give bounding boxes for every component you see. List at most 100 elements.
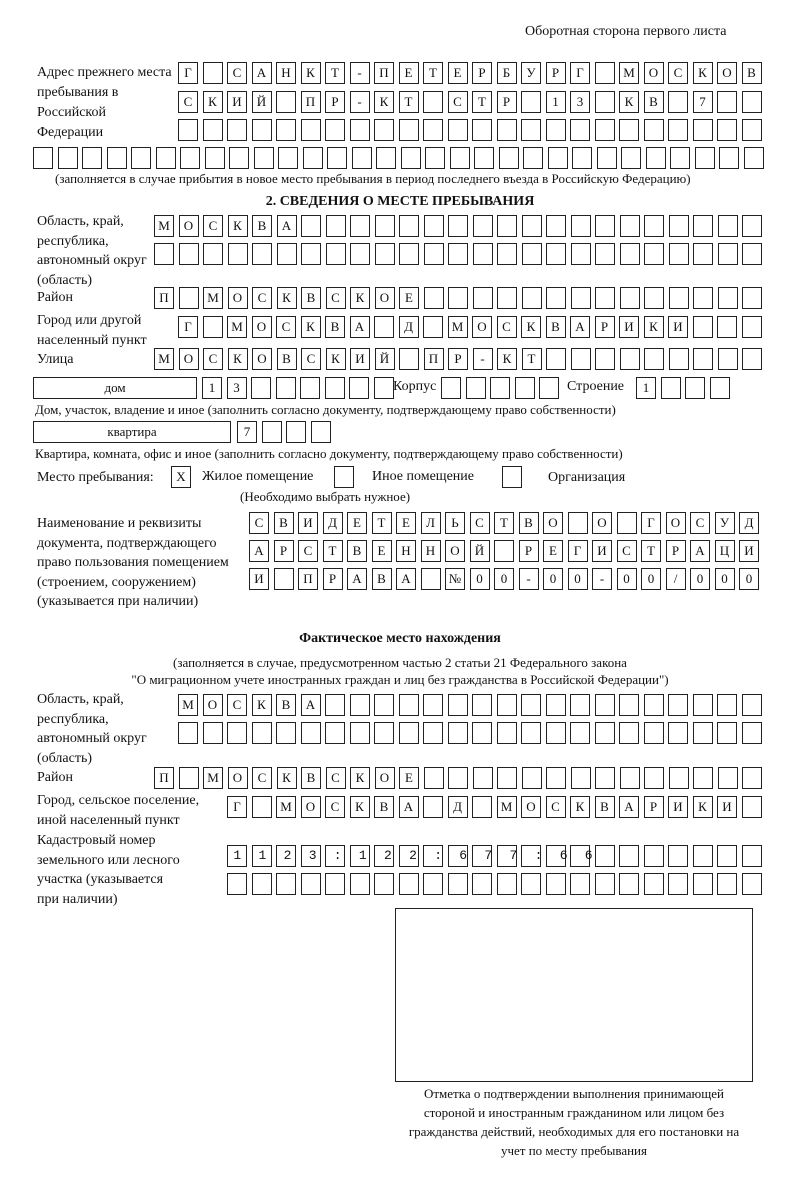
char-cell[interactable]: Е (543, 540, 563, 562)
char-cell[interactable] (741, 845, 762, 867)
char-cell[interactable] (325, 215, 346, 237)
char-cell[interactable]: Р (496, 91, 517, 113)
char-cell[interactable] (719, 147, 739, 169)
char-cell[interactable] (668, 287, 689, 309)
char-cell[interactable] (253, 147, 274, 169)
char-cell[interactable]: Ь (445, 512, 465, 534)
char-cell[interactable] (546, 767, 566, 789)
char-cell[interactable] (685, 377, 705, 399)
char-cell[interactable] (741, 694, 762, 716)
char-cell[interactable] (717, 91, 737, 113)
char-cell[interactable]: 1 (545, 91, 566, 113)
char-cell[interactable] (496, 845, 517, 867)
char-cell[interactable] (594, 62, 615, 84)
char-cell[interactable]: Й (251, 91, 272, 113)
char-cell[interactable]: М (276, 796, 296, 818)
region-row-2[interactable] (154, 243, 762, 265)
char-cell[interactable]: М (447, 316, 468, 338)
char-cell[interactable]: П (154, 767, 174, 789)
char-cell[interactable]: Ц (714, 540, 735, 562)
char-cell[interactable] (741, 119, 762, 141)
char-cell[interactable] (374, 845, 394, 867)
char-cell[interactable]: О (300, 796, 321, 818)
char-cell[interactable] (668, 348, 689, 370)
char-cell[interactable] (423, 119, 443, 141)
char-cell[interactable] (327, 147, 347, 169)
char-cell[interactable]: М (154, 215, 174, 237)
char-cell[interactable] (374, 316, 394, 338)
char-cell[interactable]: П (154, 287, 174, 309)
char-cell[interactable]: Й (469, 540, 490, 562)
char-cell[interactable] (310, 421, 331, 443)
char-cell[interactable] (276, 873, 296, 895)
char-cell[interactable] (178, 119, 198, 141)
char-cell[interactable]: С (545, 796, 566, 818)
char-cell[interactable] (594, 119, 615, 141)
char-cell[interactable] (106, 147, 127, 169)
char-cell[interactable] (82, 147, 102, 169)
char-cell[interactable]: 1 (202, 377, 222, 399)
char-cell[interactable]: П (423, 348, 444, 370)
char-cell[interactable] (545, 722, 566, 744)
char-cell[interactable] (570, 215, 591, 237)
char-cell[interactable] (570, 694, 590, 716)
char-cell[interactable] (717, 348, 738, 370)
char-cell[interactable] (472, 243, 493, 265)
char-cell[interactable]: Т (322, 540, 343, 562)
char-cell[interactable] (668, 845, 688, 867)
char-cell[interactable] (496, 694, 517, 716)
char-cell[interactable] (472, 767, 493, 789)
char-cell[interactable]: К (300, 316, 321, 338)
char-cell[interactable] (447, 722, 468, 744)
char-cell[interactable] (693, 215, 713, 237)
apartment-type-field[interactable]: квартира (33, 421, 231, 443)
char-cell[interactable] (670, 147, 690, 169)
char-cell[interactable] (742, 215, 762, 237)
char-cell[interactable] (497, 243, 517, 265)
char-cell[interactable]: О (374, 287, 395, 309)
char-cell[interactable] (286, 421, 306, 443)
char-cell[interactable]: К (374, 91, 394, 113)
char-cell[interactable] (472, 694, 492, 716)
char-cell[interactable] (644, 348, 664, 370)
char-cell[interactable]: К (692, 62, 713, 84)
char-cell[interactable] (496, 722, 517, 744)
char-cell[interactable] (398, 119, 419, 141)
char-cell[interactable]: - (518, 568, 539, 590)
char-cell[interactable] (496, 873, 517, 895)
char-cell[interactable]: В (301, 287, 321, 309)
building-cells[interactable]: 1 (636, 377, 730, 399)
char-cell[interactable]: 0 (714, 568, 735, 590)
char-cell[interactable] (521, 119, 541, 141)
char-cell[interactable]: Р (322, 568, 343, 590)
char-cell[interactable] (300, 873, 321, 895)
char-cell[interactable]: 7 (692, 91, 713, 113)
char-cell[interactable]: Г (178, 62, 198, 84)
char-cell[interactable] (645, 147, 666, 169)
char-cell[interactable]: С (203, 215, 223, 237)
char-cell[interactable] (300, 119, 321, 141)
char-cell[interactable] (619, 694, 639, 716)
char-cell[interactable] (349, 873, 370, 895)
char-cell[interactable] (643, 873, 664, 895)
char-cell[interactable] (619, 845, 639, 867)
char-cell[interactable] (423, 316, 443, 338)
apartment-number-cells[interactable]: 7 (237, 421, 331, 443)
char-cell[interactable] (374, 215, 395, 237)
char-cell[interactable] (594, 694, 615, 716)
char-cell[interactable]: М (619, 62, 639, 84)
char-cell[interactable] (178, 722, 198, 744)
char-cell[interactable]: Г (178, 316, 198, 338)
char-cell[interactable]: Г (570, 62, 590, 84)
char-cell[interactable]: П (374, 62, 394, 84)
char-cell[interactable] (425, 147, 445, 169)
char-cell[interactable]: П (300, 91, 321, 113)
char-cell[interactable] (325, 694, 345, 716)
char-cell[interactable] (472, 873, 492, 895)
char-cell[interactable] (521, 243, 542, 265)
char-cell[interactable] (131, 147, 151, 169)
char-cell[interactable] (350, 215, 370, 237)
char-cell[interactable] (276, 243, 297, 265)
char-cell[interactable] (251, 873, 272, 895)
